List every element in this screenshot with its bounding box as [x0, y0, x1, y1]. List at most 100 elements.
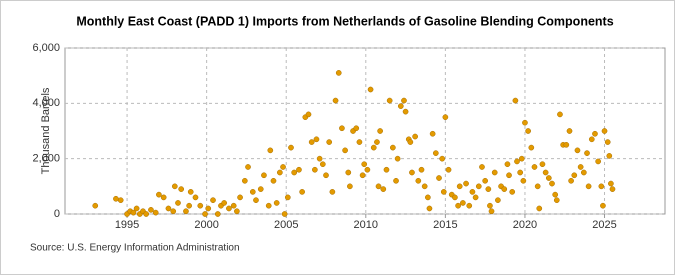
data-point	[401, 97, 407, 104]
data-point	[296, 166, 302, 173]
data-point	[475, 183, 482, 190]
data-point	[571, 172, 578, 179]
data-point	[364, 166, 371, 173]
x-tick-label: 2020	[513, 219, 537, 231]
y-tick-label: 4,000	[32, 97, 60, 109]
data-point	[436, 175, 442, 181]
data-point	[393, 177, 399, 184]
data-point	[557, 111, 563, 118]
data-point	[495, 197, 501, 204]
data-point	[553, 197, 560, 204]
data-point	[313, 136, 320, 143]
data-point	[487, 202, 493, 209]
data-point	[566, 128, 573, 134]
data-point	[267, 147, 274, 154]
data-point	[92, 202, 99, 209]
data-point	[539, 161, 546, 168]
data-point	[488, 208, 495, 215]
data-point	[512, 97, 519, 104]
data-point	[273, 200, 280, 206]
data-point	[117, 197, 124, 204]
data-point	[568, 177, 574, 184]
data-point	[425, 194, 431, 201]
data-point	[426, 205, 433, 212]
data-point	[472, 194, 479, 201]
data-point	[580, 169, 587, 176]
data-point	[429, 130, 436, 137]
data-point	[370, 144, 377, 151]
data-point	[281, 211, 288, 217]
data-point	[418, 166, 425, 173]
data-point	[445, 166, 452, 173]
data-point	[421, 183, 428, 190]
y-tick-label: 6,000	[32, 42, 60, 54]
x-tick-label: 2025	[592, 219, 616, 231]
data-point	[592, 130, 598, 137]
data-point	[152, 209, 159, 216]
data-point	[160, 194, 167, 201]
data-point	[604, 139, 611, 145]
data-point	[312, 166, 318, 173]
x-tick-label: 2015	[433, 219, 457, 231]
data-point	[367, 86, 374, 93]
data-point	[329, 189, 336, 195]
data-point	[277, 169, 283, 176]
data-point	[584, 150, 590, 156]
data-point	[522, 119, 528, 126]
data-point	[534, 183, 541, 190]
data-point	[332, 97, 339, 104]
x-tick-label: 1995	[115, 219, 139, 231]
data-point	[463, 180, 469, 187]
data-point	[319, 161, 326, 168]
data-point	[390, 144, 396, 151]
data-point	[359, 172, 366, 179]
data-point	[270, 177, 277, 184]
data-point	[339, 125, 345, 132]
data-point	[528, 144, 535, 151]
data-point	[291, 169, 298, 176]
y-axis-label: Thousand Barrels	[40, 87, 52, 174]
data-point	[113, 195, 119, 202]
data-point	[394, 155, 401, 162]
data-point	[563, 141, 570, 148]
data-point	[205, 205, 212, 212]
data-point	[375, 183, 382, 190]
data-point	[542, 169, 549, 176]
data-point	[130, 209, 137, 216]
data-point	[280, 164, 286, 170]
data-point	[234, 208, 240, 215]
data-point	[402, 108, 409, 115]
data-point	[517, 169, 524, 176]
data-point	[380, 186, 387, 192]
data-point	[386, 97, 393, 104]
data-point	[491, 169, 498, 176]
data-point	[253, 197, 259, 204]
data-point	[165, 205, 172, 212]
data-point	[504, 161, 511, 168]
data-point	[455, 202, 461, 209]
data-point	[608, 180, 614, 187]
data-point	[197, 202, 204, 209]
data-point	[237, 194, 243, 201]
data-point	[347, 183, 353, 190]
data-point	[265, 202, 272, 209]
data-point	[415, 177, 422, 184]
data-point	[175, 200, 181, 206]
data-point	[509, 189, 516, 195]
data-point	[588, 136, 595, 143]
data-point	[574, 147, 581, 154]
data-point	[506, 172, 512, 179]
data-point	[598, 183, 605, 190]
data-point	[397, 103, 404, 109]
data-point	[439, 155, 446, 162]
data-point	[460, 200, 466, 206]
data-point	[143, 211, 150, 217]
data-point	[345, 169, 352, 176]
data-point	[520, 177, 527, 184]
data-point	[383, 166, 390, 173]
x-tick-label: 2000	[194, 219, 218, 231]
data-point	[409, 169, 415, 176]
data-point	[361, 161, 368, 168]
data-point	[469, 189, 476, 195]
